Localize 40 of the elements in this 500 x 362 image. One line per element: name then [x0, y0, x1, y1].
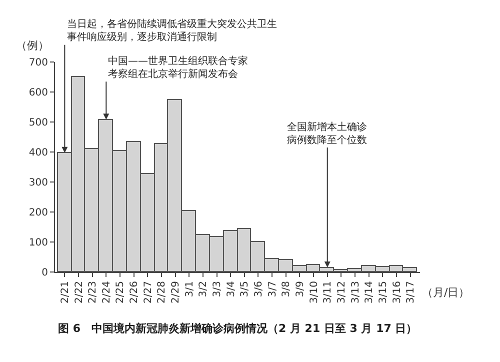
x-axis-title: （月/日）	[422, 286, 470, 299]
x-tick-label: 2/29	[170, 281, 182, 304]
x-tick-label: 3/4	[226, 281, 237, 298]
x-tick-label: 3/15	[378, 281, 389, 304]
x-tick-label: 2/26	[129, 281, 140, 304]
x-tick-label: 2/25	[115, 281, 126, 304]
annotation: 中国——世界卫生组织联合专家考察组在北京举行新闻发布会	[108, 55, 248, 80]
x-tick-label: 3/1	[184, 281, 196, 298]
y-tick-label: 600	[28, 88, 48, 98]
x-tick-label: 2/23	[88, 281, 99, 304]
y-tick-label: 0	[42, 268, 48, 278]
y-tick-label: 400	[28, 148, 48, 158]
x-tick-label: 3/9	[294, 281, 306, 298]
y-axis-title: （例）	[16, 39, 49, 52]
text: 图 6 中国境内新冠肺炎新增确诊病例情况（2 月 21 日至 3 月 17 日）	[58, 322, 418, 335]
x-tick-label: 2/28	[156, 281, 168, 304]
annotation: 当日起，各省份陆续调低省级重大突发公共卫生事件响应级别，逐步取消通行限制	[67, 18, 277, 43]
x-tick-label: 2/22	[74, 281, 85, 304]
x-tick-label: 3/13	[350, 281, 362, 304]
x-tick-label: 2/27	[142, 281, 154, 304]
x-tick-label: 3/16	[392, 281, 403, 304]
x-tick-label: 3/11	[322, 281, 334, 304]
y-tick-label: 100	[28, 238, 48, 248]
x-tick-label: 3/14	[364, 281, 376, 304]
x-tick-label: 2/24	[101, 281, 112, 304]
y-tick-label: 200	[28, 208, 48, 218]
annotation: 全国新增本土确诊病例数降至个位数	[287, 121, 367, 146]
y-tick-label: 300	[28, 178, 48, 188]
x-tick-label: 3/10	[308, 281, 320, 304]
x-tick-label: 3/2	[198, 281, 210, 298]
x-tick-label: 3/12	[336, 281, 348, 304]
x-tick-label: 2/21	[60, 281, 71, 304]
x-tick-label: 3/3	[212, 281, 224, 298]
y-tick-label: 700	[28, 58, 48, 68]
x-tick-label: 3/17	[406, 281, 417, 304]
x-tick-label: 3/7	[267, 281, 278, 298]
x-tick-label: 3/8	[281, 281, 292, 298]
x-tick-label: 3/6	[253, 281, 264, 298]
y-tick-label: 500	[28, 118, 48, 128]
x-tick-label: 3/5	[240, 281, 251, 298]
